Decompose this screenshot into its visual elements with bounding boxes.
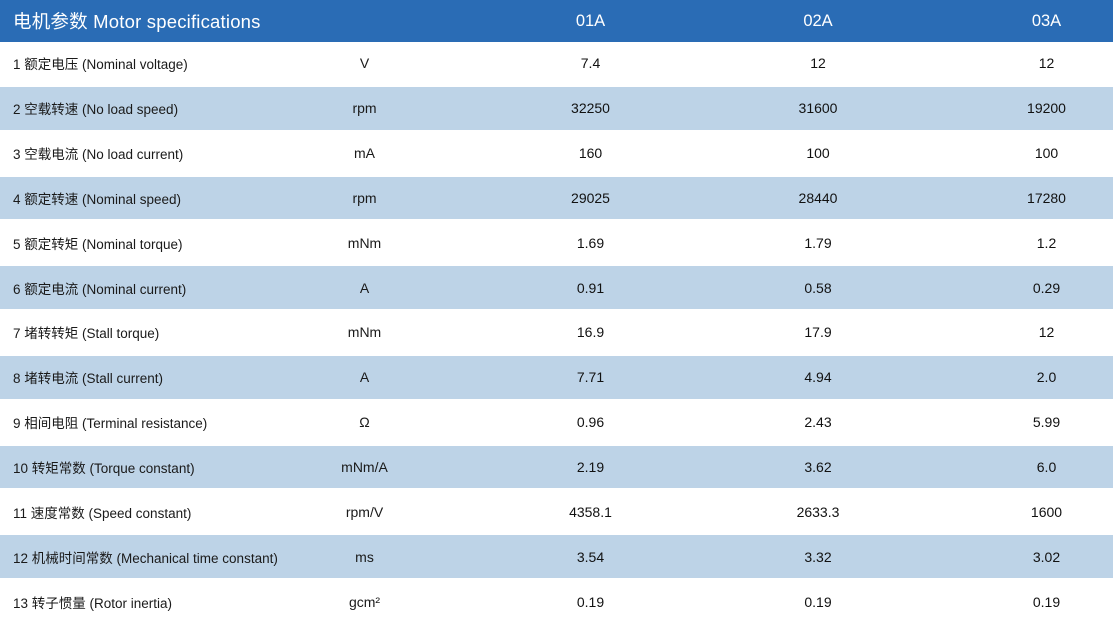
unit-cell: gcm² (348, 593, 381, 610)
value-cell-03a: 6.0 (1036, 459, 1057, 476)
value-cell-02a: 17.9 (804, 324, 832, 341)
value-cell-02a: 0.58 (804, 279, 832, 296)
table-header-row: 电机参数 Motor specifications 01A 02A 03A (0, 0, 1113, 42)
value-cell-01a: 4358.1 (569, 503, 612, 520)
value-cell-02a: 2633.3 (796, 503, 840, 520)
table-row: 10 转矩常数 (Torque constant) mNm/A 2.19 3.6… (0, 445, 1113, 491)
column-header-01a: 01A (575, 11, 606, 30)
value-cell-03a: 5.99 (1032, 414, 1061, 431)
parameter-label: 13 转子惯量 (Rotor inertia) (13, 595, 173, 611)
parameter-label: 1 额定电压 (Nominal voltage) (13, 57, 188, 73)
parameter-label: 9 相间电阻 (Terminal resistance) (13, 416, 208, 432)
parameter-label: 7 堵转转矩 (Stall torque) (13, 326, 160, 342)
value-cell-01a: 0.19 (576, 593, 605, 610)
table-row: 8 堵转电流 (Stall current) A 7.71 4.94 2.0 (0, 355, 1113, 401)
value-cell-01a: 0.96 (576, 414, 605, 431)
value-cell-02a: 100 (806, 145, 830, 162)
value-cell-02a: 2.43 (804, 414, 832, 431)
value-cell-03a: 100 (1034, 145, 1059, 162)
value-cell-01a: 1.69 (576, 234, 605, 251)
unit-cell: A (359, 279, 370, 296)
value-cell-03a: 12 (1038, 324, 1055, 341)
value-cell-01a: 7.71 (576, 369, 605, 386)
value-cell-01a: 29025 (571, 189, 610, 206)
unit-cell: Ω (359, 414, 370, 431)
table-row: 1 额定电压 (Nominal voltage) V 7.4 12 12 (0, 42, 1113, 87)
table-row: 13 转子惯量 (Rotor inertia) gcm² 0.19 0.19 0… (0, 580, 1113, 625)
parameter-label: 4 额定转速 (Nominal speed) (13, 191, 182, 207)
unit-cell: mA (354, 145, 375, 162)
table-row: 6 额定电流 (Nominal current) A 0.91 0.58 0.2… (0, 266, 1113, 312)
value-cell-03a: 3.02 (1032, 548, 1061, 565)
value-cell-02a: 3.62 (804, 459, 832, 476)
unit-cell: rpm (352, 100, 377, 117)
parameter-label: 2 空载转速 (No load speed) (13, 102, 179, 118)
table-row: 5 额定转矩 (Nominal torque) mNm 1.69 1.79 1.… (0, 221, 1113, 267)
value-cell-01a: 3.54 (576, 548, 605, 565)
parameter-label: 12 机械时间常数 (Mechanical time constant) (13, 550, 278, 566)
unit-cell: ms (355, 548, 374, 565)
column-header-03a: 03A (1031, 11, 1062, 30)
table-title: 电机参数 Motor specifications (13, 11, 261, 32)
parameter-label: 8 堵转电流 (Stall current) (13, 371, 164, 387)
value-cell-03a: 19200 (1027, 100, 1066, 117)
value-cell-03a: 2.0 (1036, 369, 1057, 386)
table-row: 4 额定转速 (Nominal speed) rpm 29025 28440 1… (0, 176, 1113, 222)
value-cell-02a: 0.19 (804, 593, 832, 610)
unit-cell: A (359, 369, 370, 386)
table-row: 7 堵转转矩 (Stall torque) mNm 16.9 17.9 12 (0, 311, 1113, 356)
parameter-label: 5 额定转矩 (Nominal torque) (13, 236, 183, 252)
column-header-02a: 02A (803, 11, 833, 30)
value-cell-02a: 28440 (798, 189, 838, 206)
value-cell-01a: 0.91 (576, 279, 605, 296)
value-cell-03a: 17280 (1027, 189, 1066, 206)
value-cell-03a: 12 (1038, 55, 1055, 72)
table-row: 3 空载电流 (No load current) mA 160 100 100 (0, 131, 1113, 177)
value-cell-02a: 12 (810, 55, 826, 72)
value-cell-03a: 0.19 (1032, 593, 1061, 610)
unit-cell: mNm (347, 324, 382, 341)
unit-cell: rpm/V (345, 503, 384, 520)
value-cell-01a: 160 (578, 145, 603, 162)
unit-cell: rpm (352, 189, 377, 206)
parameter-label: 3 空载电流 (No load current) (13, 147, 184, 163)
value-cell-01a: 7.4 (580, 55, 601, 72)
table-row: 2 空载转速 (No load speed) rpm 32250 31600 1… (0, 86, 1113, 132)
value-cell-01a: 2.19 (576, 459, 605, 476)
value-cell-03a: 1.2 (1036, 234, 1057, 251)
unit-cell: mNm (347, 234, 382, 251)
value-cell-02a: 1.79 (804, 234, 832, 251)
unit-cell: V (359, 55, 370, 72)
table-row: 12 机械时间常数 (Mechanical time constant) ms … (0, 535, 1113, 581)
value-cell-01a: 16.9 (576, 324, 605, 341)
unit-cell: mNm/A (341, 459, 388, 476)
value-cell-02a: 31600 (798, 100, 838, 117)
parameter-label: 11 速度常数 (Speed constant) (13, 505, 192, 521)
value-cell-02a: 3.32 (804, 548, 832, 565)
value-cell-02a: 4.94 (804, 369, 832, 386)
parameter-label: 6 额定电流 (Nominal current) (13, 281, 187, 297)
value-cell-01a: 32250 (571, 100, 610, 117)
parameter-label: 10 转矩常数 (Torque constant) (13, 461, 195, 477)
table-row: 9 相间电阻 (Terminal resistance) Ω 0.96 2.43… (0, 400, 1113, 446)
value-cell-03a: 0.29 (1032, 279, 1061, 296)
table-row: 11 速度常数 (Speed constant) rpm/V 4358.1 26… (0, 490, 1113, 536)
value-cell-03a: 1600 (1030, 503, 1063, 520)
